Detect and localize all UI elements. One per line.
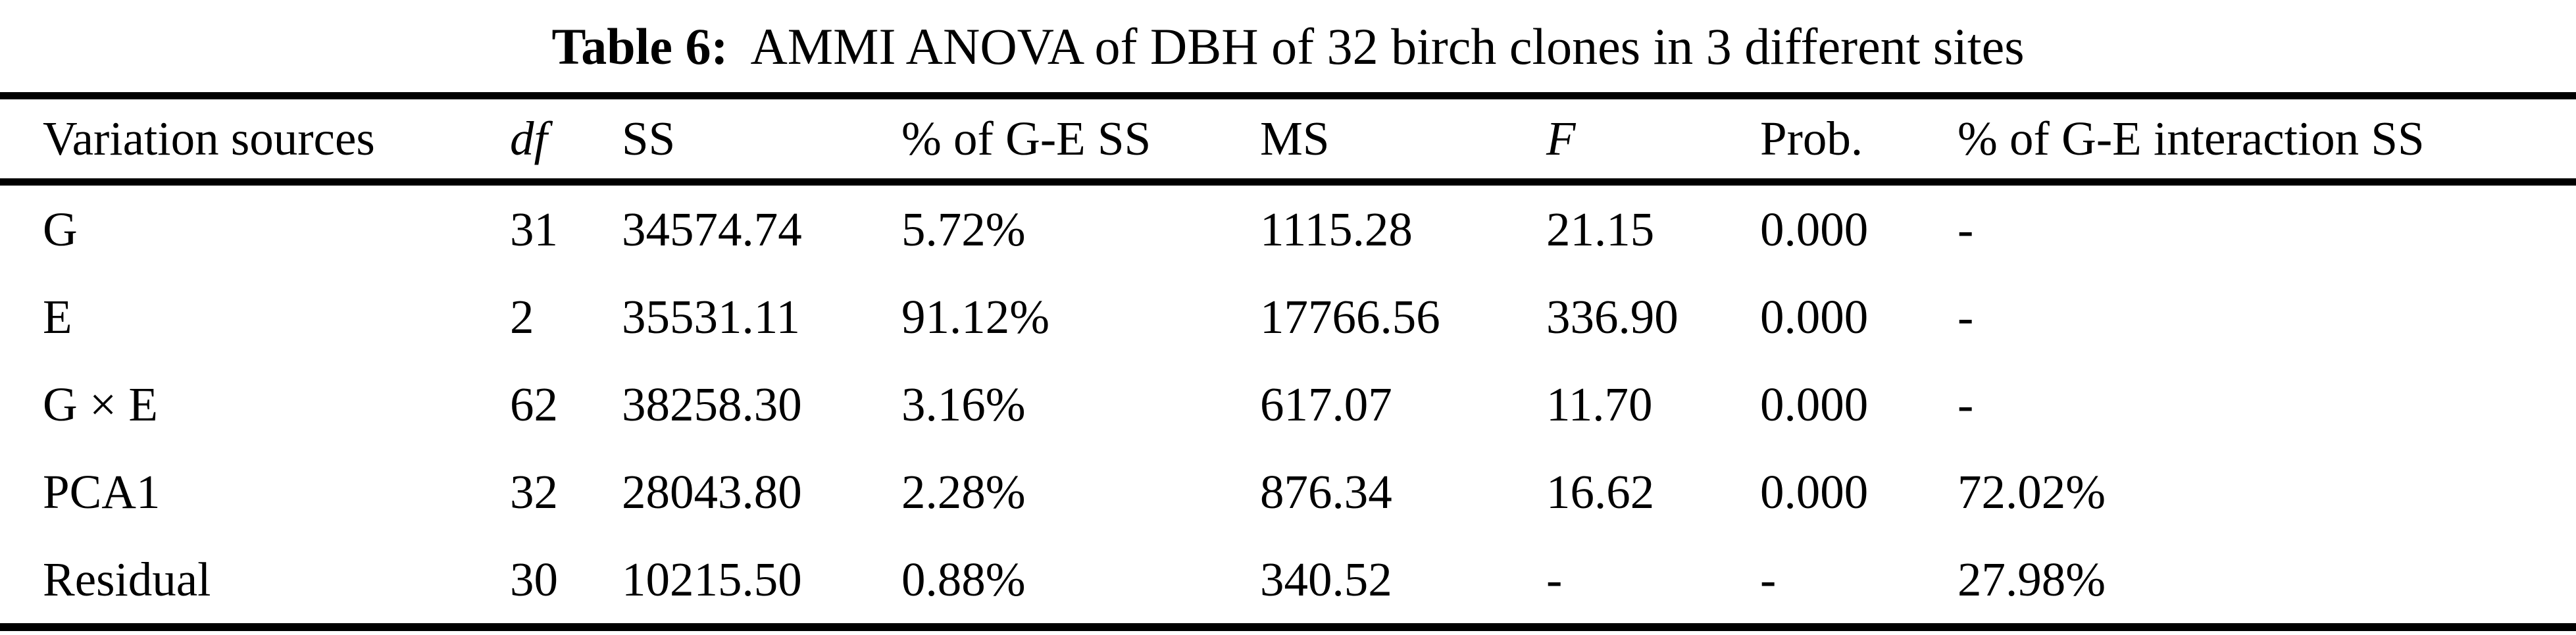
col-header-pct-ge-ss: % of G-E SS bbox=[901, 112, 1151, 165]
cell-df: 32 bbox=[510, 465, 558, 519]
cell-pct-ge-ss: 0.88% bbox=[901, 552, 1026, 606]
cell-f: 21.15 bbox=[1546, 202, 1655, 256]
cell-pct-ge-ss: 5.72% bbox=[901, 202, 1026, 256]
col-header-prob: Prob. bbox=[1760, 112, 1863, 165]
table-row-g: G 31 34574.74 5.72% 1115.28 21.15 0.000 … bbox=[0, 186, 2576, 273]
table-rule-top bbox=[0, 92, 2576, 99]
cell-source: G bbox=[43, 202, 78, 256]
cell-prob: - bbox=[1760, 552, 1777, 606]
cell-ms: 876.34 bbox=[1260, 465, 1392, 519]
cell-df: 2 bbox=[510, 290, 534, 343]
cell-f: 11.70 bbox=[1546, 377, 1653, 431]
table-caption-label: Table 6: bbox=[551, 18, 728, 75]
cell-source: PCA1 bbox=[43, 465, 161, 519]
cell-source: E bbox=[43, 290, 72, 343]
cell-ss: 10215.50 bbox=[622, 552, 802, 606]
table-row-pca1: PCA1 32 28043.80 2.28% 876.34 16.62 0.00… bbox=[0, 448, 2576, 536]
cell-source: Residual bbox=[43, 552, 211, 606]
col-header-variation-sources: Variation sources bbox=[43, 112, 375, 165]
cell-ss: 34574.74 bbox=[622, 202, 802, 256]
table-row-gxe: G × E 62 38258.30 3.16% 617.07 11.70 0.0… bbox=[0, 361, 2576, 448]
cell-pct-ge-ss: 3.16% bbox=[901, 377, 1026, 431]
cell-ms: 617.07 bbox=[1260, 377, 1392, 431]
cell-f: 336.90 bbox=[1546, 290, 1679, 343]
cell-prob: 0.000 bbox=[1760, 202, 1869, 256]
cell-prob: 0.000 bbox=[1760, 377, 1869, 431]
cell-prob: 0.000 bbox=[1760, 465, 1869, 519]
cell-pct-ge-interaction-ss: - bbox=[1957, 377, 1974, 431]
table-caption-text: AMMI ANOVA of DBH of 32 birch clones in … bbox=[750, 18, 2025, 75]
cell-pct-ge-ss: 91.12% bbox=[901, 290, 1050, 343]
cell-ms: 1115.28 bbox=[1260, 202, 1413, 256]
table-rule-bottom bbox=[0, 623, 2576, 631]
cell-pct-ge-interaction-ss: 27.98% bbox=[1957, 552, 2106, 606]
col-header-ss: SS bbox=[622, 112, 676, 165]
col-header-df: df bbox=[510, 112, 547, 165]
table-caption: Table 6: AMMI ANOVA of DBH of 32 birch c… bbox=[0, 4, 2576, 89]
cell-df: 62 bbox=[510, 377, 558, 431]
cell-f: - bbox=[1546, 552, 1563, 606]
cell-ms: 17766.56 bbox=[1260, 290, 1440, 343]
cell-source: G × E bbox=[43, 377, 158, 431]
cell-ss: 38258.30 bbox=[622, 377, 802, 431]
col-header-pct-ge-interaction-ss: % of G-E interaction SS bbox=[1957, 112, 2425, 165]
col-header-ms: MS bbox=[1260, 112, 1330, 165]
col-header-f: F bbox=[1546, 112, 1576, 165]
cell-df: 31 bbox=[510, 202, 558, 256]
cell-pct-ge-ss: 2.28% bbox=[901, 465, 1026, 519]
table-header-row: Variation sources df SS % of G-E SS MS F… bbox=[0, 99, 2576, 178]
cell-pct-ge-interaction-ss: - bbox=[1957, 202, 1974, 256]
cell-f: 16.62 bbox=[1546, 465, 1655, 519]
table-rule-header-bottom bbox=[0, 178, 2576, 186]
table-row-residual: Residual 30 10215.50 0.88% 340.52 - - 27… bbox=[0, 536, 2576, 623]
cell-prob: 0.000 bbox=[1760, 290, 1869, 343]
cell-df: 30 bbox=[510, 552, 558, 606]
cell-ss: 35531.11 bbox=[622, 290, 801, 343]
cell-pct-ge-interaction-ss: - bbox=[1957, 290, 1974, 343]
table-row-e: E 2 35531.11 91.12% 17766.56 336.90 0.00… bbox=[0, 273, 2576, 361]
cell-ss: 28043.80 bbox=[622, 465, 802, 519]
cell-ms: 340.52 bbox=[1260, 552, 1392, 606]
cell-pct-ge-interaction-ss: 72.02% bbox=[1957, 465, 2106, 519]
